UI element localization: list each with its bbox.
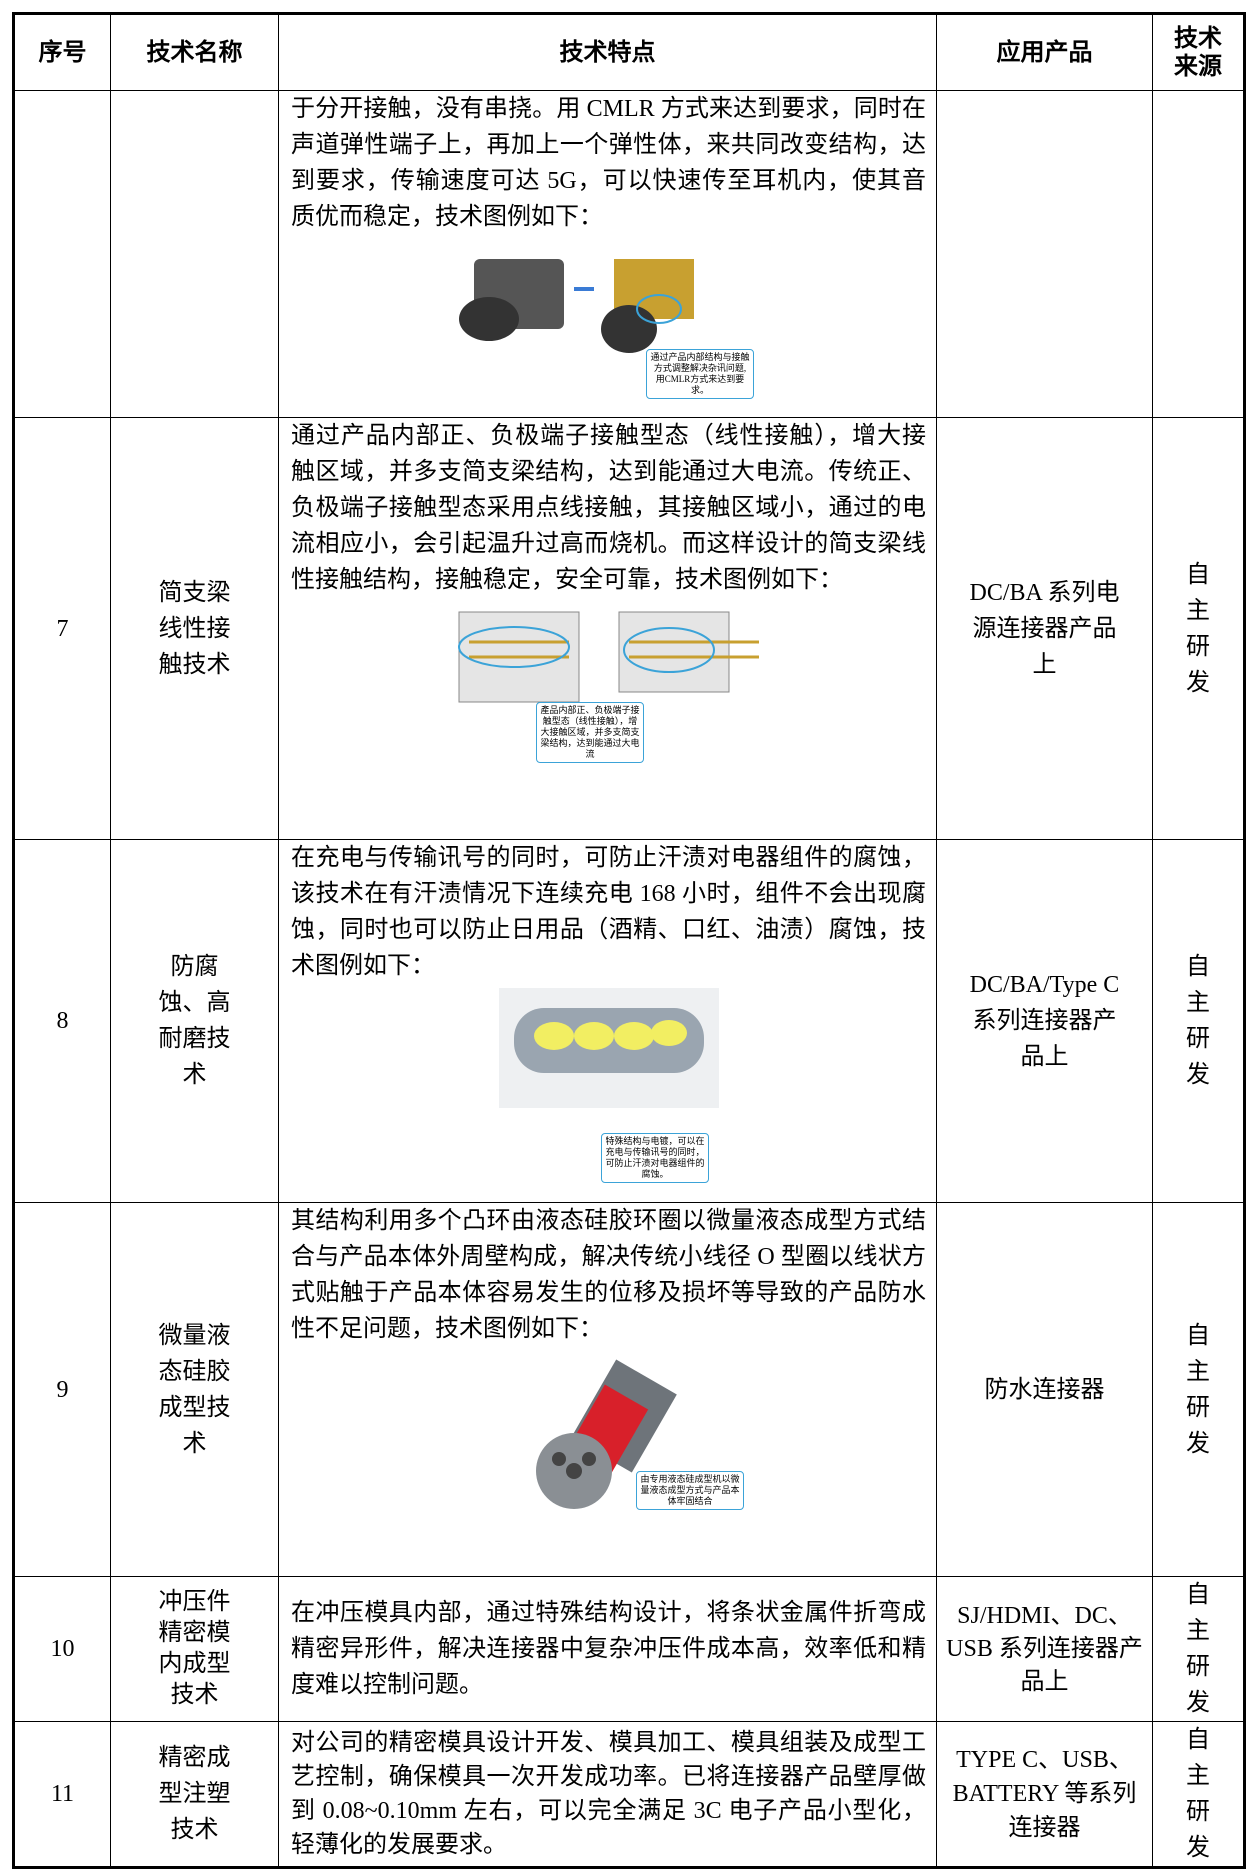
figure: 由专用液态硅成型机以微量液态成型方式与产品本体牢固结合 — [291, 1351, 926, 1521]
no-cell: 11 — [13, 1721, 111, 1868]
feature-text: 在充电与传输讯号的同时，可防止汗渍对电器组件的腐蚀，该技术在有汗渍情况下连续充电… — [291, 845, 926, 979]
feature-cell: 在充电与传输讯号的同时，可防止汗渍对电器组件的腐蚀，该技术在有汗渍情况下连续充电… — [278, 839, 937, 1203]
feature-text: 其结构利用多个凸环由液态硅胶环圈以微量液态成型方式结合与产品本体外周壁构成，解决… — [291, 1208, 926, 1342]
feature-cell: 通过产品内部正、负极端子接触型态（线性接触），增大接触区域，并多支简支梁结构，达… — [278, 417, 937, 840]
name-cell: 微量液态硅胶成型技术 — [110, 1202, 279, 1577]
figure-art — [535, 1359, 677, 1509]
figure: 特殊结构与电镀，可以在充电与传输讯号的同时，可防止汗渍对电器组件的腐蚀。 — [291, 988, 926, 1183]
product-cell: DC/BA 系列电源连接器产品上 — [936, 417, 1153, 840]
feature-cell: 在冲压模具内部，通过特殊结构设计，将条状金属件折弯成精密异形件，解决连接器中复杂… — [278, 1576, 937, 1722]
no-cell: 9 — [13, 1202, 111, 1577]
feature-cell: 对公司的精密模具设计开发、模具加工、模具组装及成型工艺控制，确保模具一次开发成功… — [278, 1721, 937, 1868]
tech-table: 序号 技术名称 技术特点 应用产品 技术来源 于分开接触，没有串挠。用 CMLR… — [12, 12, 1246, 1869]
feature-cell: 其结构利用多个凸环由液态硅胶环圈以微量液态成型方式结合与产品本体外周壁构成，解决… — [278, 1202, 937, 1577]
feature-text: 通过产品内部正、负极端子接触型态（线性接触），增大接触区域，并多支简支梁结构，达… — [291, 423, 926, 593]
source-cell: 自主研发 — [1152, 1576, 1245, 1722]
feature-cell: 于分开接触，没有串挠。用 CMLR 方式来达到要求，同时在声道弹性端子上，再加上… — [278, 90, 937, 418]
source-cell: 自主研发 — [1152, 1202, 1245, 1577]
no-cell: 8 — [13, 839, 111, 1203]
name-cell: 防腐蚀、高耐磨技术 — [110, 839, 279, 1203]
row: 9 微量液态硅胶成型技术 其结构利用多个凸环由液态硅胶环圈以微量液态成型方式结合… — [13, 1202, 1245, 1577]
header-cell: 技术来源 — [1152, 13, 1245, 91]
row: 于分开接触，没有串挠。用 CMLR 方式来达到要求，同时在声道弹性端子上，再加上… — [13, 90, 1245, 418]
header-cell: 技术特点 — [278, 13, 937, 91]
figure-note: 特殊结构与电镀，可以在充电与传输讯号的同时，可防止汗渍对电器组件的腐蚀。 — [601, 1133, 709, 1183]
figure-art — [458, 259, 694, 353]
product-cell: SJ/HDMI、DC、USB 系列连接器产品上 — [936, 1576, 1153, 1722]
source-cell: 自主研发 — [1152, 417, 1245, 840]
row: 8 防腐蚀、高耐磨技术 在充电与传输讯号的同时，可防止汗渍对电器组件的腐蚀，该技… — [13, 839, 1245, 1203]
figure-art — [457, 611, 759, 703]
row: 7 简支梁线性接触技术 通过产品内部正、负极端子接触型态（线性接触），增大接触区… — [13, 417, 1245, 840]
product-cell: DC/BA/Type C 系列连接器产品上 — [936, 839, 1153, 1203]
row: 10 冲压件精密模内成型技术 在冲压模具内部，通过特殊结构设计，将条状金属件折弯… — [13, 1576, 1245, 1722]
product-cell: TYPE C、USB、BATTERY 等系列连接器 — [936, 1721, 1153, 1868]
figure-note: 由专用液态硅成型机以微量液态成型方式与产品本体牢固结合 — [636, 1471, 744, 1510]
name-cell: 冲压件精密模内成型技术 — [110, 1576, 279, 1722]
figure: 通过产品内部结构与接触方式调整解决杂讯问题,用CMLR方式来达到要求。 — [291, 239, 926, 399]
header-cell: 序号 — [13, 13, 111, 91]
source-cell: 自主研发 — [1152, 1721, 1245, 1868]
source-cell: 自主研发 — [1152, 839, 1245, 1203]
product-cell: 防水连接器 — [936, 1202, 1153, 1577]
figure-art — [498, 988, 719, 1108]
no-cell: 10 — [13, 1576, 111, 1722]
no-cell: 7 — [13, 417, 111, 840]
name-cell: 简支梁线性接触技术 — [110, 417, 279, 840]
header-cell: 技术名称 — [110, 13, 279, 91]
row: 11 精密成型注塑技术 对公司的精密模具设计开发、模具加工、模具组装及成型工艺控… — [13, 1721, 1245, 1868]
figure-note: 產品内部正、负极端子接触型态（线性接触），增大接触区域，并多支简支梁结构，达到能… — [536, 702, 644, 763]
name-cell: 精密成型注塑技术 — [110, 1721, 279, 1868]
feature-text: 于分开接触，没有串挠。用 CMLR 方式来达到要求，同时在声道弹性端子上，再加上… — [291, 96, 926, 230]
figure: 產品内部正、负极端子接触型态（线性接触），增大接触区域，并多支简支梁结构，达到能… — [291, 602, 926, 763]
figure-note: 通过产品内部结构与接触方式调整解决杂讯问题,用CMLR方式来达到要求。 — [646, 349, 754, 399]
header-row: 序号 技术名称 技术特点 应用产品 技术来源 — [13, 13, 1245, 91]
header-cell: 应用产品 — [936, 13, 1153, 91]
